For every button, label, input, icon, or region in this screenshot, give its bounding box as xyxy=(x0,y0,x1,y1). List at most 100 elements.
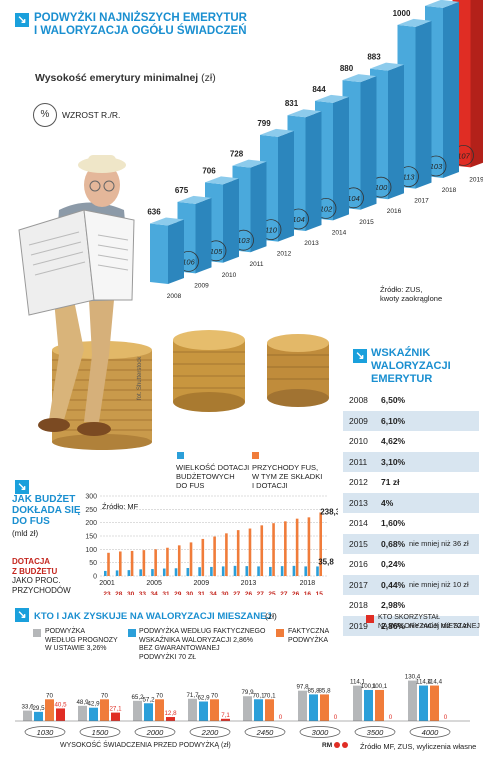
mixed-bar-1 xyxy=(309,694,318,721)
mixed-legend-blue: PODWYŻKA WEDŁUG FAKTYCZNEGO WSKAŹNIKA WA… xyxy=(139,628,265,662)
percent-symbol: % xyxy=(40,109,50,120)
budget-bar-dotacja xyxy=(304,566,308,576)
pension-bar-side-2018 xyxy=(443,1,459,179)
mixed-xlabel: WYSOKOŚĆ ŚWIADCZENIA PRZED PODWYŻKĄ (zł) xyxy=(60,742,231,749)
budget-bar-przychody xyxy=(225,533,228,576)
budget-bar-dotacja xyxy=(221,566,225,576)
mixed-category-oval xyxy=(409,726,451,738)
mixed-bar-0 xyxy=(298,690,307,721)
growth-legend-circle: % xyxy=(33,103,57,127)
mixed-category-label: 1500 xyxy=(92,728,110,737)
mixed-value-label: 85,8 xyxy=(318,687,331,694)
mixed-value-label: 70,1 xyxy=(252,692,265,699)
budget-bar-dotacja xyxy=(186,568,190,576)
pension-year-label: 2015 xyxy=(359,219,374,226)
mixed-bar-0 xyxy=(243,696,252,721)
arrow-icon: ↘ xyxy=(15,13,29,27)
budget-title-line1: JAK BUDŻET xyxy=(12,494,76,505)
mixed-value-label: 70,1 xyxy=(263,692,276,699)
budget-percent-label: 30 xyxy=(221,591,229,595)
budget-percent-label: 15 xyxy=(316,591,324,595)
mixed-value-label: 29,5 xyxy=(32,705,45,712)
budget-bar-przychody xyxy=(272,523,275,576)
mixed-bar-1 xyxy=(34,711,43,721)
mixed-bar-0 xyxy=(408,680,417,721)
pension-value-label: 883 xyxy=(367,53,381,62)
growth-value-label: 113 xyxy=(403,173,416,182)
budget-legend-orange-l1: PRZYCHODY FUS, xyxy=(252,463,319,472)
coin-stacks-decor xyxy=(173,330,329,412)
mixed-bar-0 xyxy=(353,685,362,721)
budget-bar-dotacja xyxy=(198,567,201,576)
pension-year-label: 2014 xyxy=(332,229,347,236)
mixed-legend-red-l2: NA WALORYZACJI MIESZANEJ xyxy=(378,622,480,630)
budget-percent-label: 29 xyxy=(174,591,182,595)
indexation-value: 3,10% xyxy=(381,456,406,467)
pension-bar-top-2011 xyxy=(232,159,267,168)
mixed-category-label: 1030 xyxy=(37,728,55,737)
budget-bar-przychody xyxy=(236,530,240,576)
indexation-value: 2,86% xyxy=(381,620,406,631)
pension-bar-top-2012 xyxy=(260,128,294,137)
mixed-bar-2 xyxy=(45,699,54,721)
mixed-category-oval xyxy=(24,726,66,738)
budget-legend-orange: PRZYCHODY FUS, W TYM ZE SKŁADKI I DOTACJ… xyxy=(252,463,322,490)
indexation-row: 2012 71 zł xyxy=(343,472,479,492)
mixed-value-label: 33,6 xyxy=(21,704,34,711)
mixed-bar-1 xyxy=(89,707,98,721)
budget-percent-label: 26 xyxy=(292,591,300,595)
budget-x-tick: 2013 xyxy=(241,580,257,587)
mixed-category-oval xyxy=(79,726,121,738)
pension-source-line2: kwoty zaokrąglone xyxy=(380,294,443,303)
budget-y-tick: 150 xyxy=(85,534,97,541)
budget-percent-label: 31 xyxy=(162,591,170,595)
mixed-value-label: 70 xyxy=(211,692,218,699)
indexation-year: 2017 xyxy=(349,579,368,590)
indexation-value: 2,98% xyxy=(381,600,406,610)
budget-bar-przychody xyxy=(118,551,122,576)
mixed-value-label: 42,9 xyxy=(87,701,100,708)
budget-percent-label: 27 xyxy=(257,591,265,595)
mixed-value-label: 114,4 xyxy=(427,679,443,686)
budget-legend-orange-l3: I DOTACJI xyxy=(252,481,288,490)
mixed-bar-1 xyxy=(254,699,263,721)
growth-value-label: 110 xyxy=(265,226,278,235)
pension-bar-top-2013 xyxy=(287,109,322,118)
indexation-note: nie mniej niż 36 zł xyxy=(409,538,469,548)
mixed-bar-1 xyxy=(419,685,428,721)
mixed-legend-orange: FAKTYCZNA PODWYŻKA xyxy=(288,628,329,645)
budget-percent-label: 28 xyxy=(115,591,123,595)
coin-stack-right xyxy=(267,334,329,407)
indexation-row: 2009 6,10% xyxy=(343,410,479,431)
mixed-bar-0 xyxy=(133,700,142,721)
pension-bar-side-2012 xyxy=(278,130,294,242)
budget-bar-przychody xyxy=(189,542,193,576)
mixed-category-label: 3500 xyxy=(367,728,385,737)
mixed-value-label: 114,4 xyxy=(416,679,432,686)
pension-bar-side-2019 xyxy=(470,0,483,168)
indexation-value: 4% xyxy=(381,497,394,508)
growth-value-label: 104 xyxy=(347,194,360,203)
wskaznik-title-line3: EMERYTUR xyxy=(371,373,433,385)
growth-value-label: 107 xyxy=(457,151,470,160)
pension-year-label: 2017 xyxy=(414,198,429,205)
indexation-value: 4,62% xyxy=(381,436,406,446)
growth-legend-label: WZROST R./R. xyxy=(62,110,121,120)
budget-percent-label: 26 xyxy=(245,591,253,595)
growth-value-label: 103 xyxy=(237,236,250,245)
budget-bar-dotacja xyxy=(233,565,237,576)
wskaznik-title: WSKAŹNIK WALORYZACJI EMERYTUR xyxy=(371,347,451,386)
budget-percent-label: 34 xyxy=(209,591,217,595)
mixed-legend-blue-l3: BEZ GWARANTOWANEJ xyxy=(139,645,220,652)
rm-text: RM xyxy=(322,742,333,749)
mixed-chart: 33,629,57040,5103048,942,97027,1150065,2… xyxy=(15,674,470,738)
indexation-year: 2015 xyxy=(349,538,368,549)
budget-bar-przychody xyxy=(201,538,205,576)
budget-bar-przychody xyxy=(307,517,311,576)
indexation-note: nie mniej niż 70 zł xyxy=(409,620,469,630)
dotacja-label-l4: PRZYCHODÓW xyxy=(12,585,71,595)
mixed-legend-orange-square xyxy=(276,629,284,637)
pension-bar-side-2015 xyxy=(360,76,377,210)
growth-value-label: 105 xyxy=(210,247,223,256)
indexation-value: 71 zł xyxy=(381,477,400,487)
